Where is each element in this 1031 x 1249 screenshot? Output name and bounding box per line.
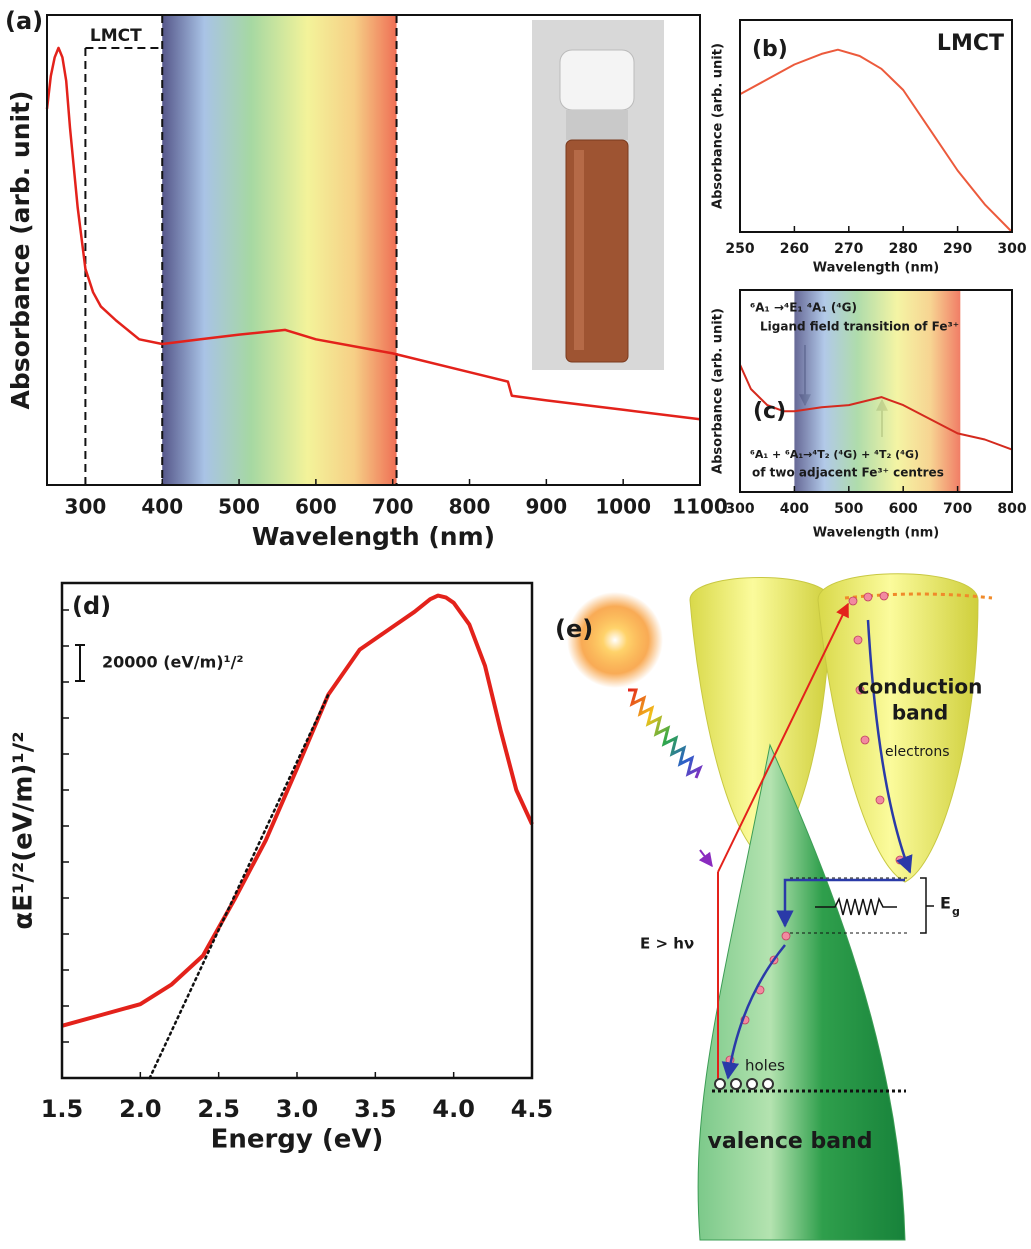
- x-tick-label: 290: [943, 241, 972, 257]
- panel-label: (a): [5, 7, 43, 35]
- gap-label-sub: g: [952, 905, 960, 918]
- x-tick-label: 270: [834, 241, 863, 257]
- x-tick-label: 3.5: [354, 1095, 397, 1123]
- annotation: of two adjacent Fe³⁺ centres: [752, 466, 944, 480]
- y-axis-label: Absorbance (arb. unit): [711, 43, 726, 209]
- band-diagram: (e) conduction band electrons E g E > hν…: [555, 574, 992, 1240]
- scale-bar-label: 20000 (eV/m)¹/²: [102, 653, 243, 672]
- x-tick-label: 500: [218, 495, 260, 519]
- y-axis-label: Absorbance (arb. unit): [711, 308, 726, 474]
- x-tick-label: 300: [65, 495, 107, 519]
- x-tick-label: 3.0: [276, 1095, 319, 1123]
- band-label: conduction: [858, 675, 983, 699]
- x-tick-label: 1100: [672, 495, 728, 519]
- x-tick-label: 600: [889, 501, 918, 517]
- x-axis-label: Energy (eV): [211, 1125, 384, 1155]
- x-tick-label: 280: [889, 241, 918, 257]
- panel-label: (c): [753, 399, 786, 424]
- spectrum-band: [162, 15, 396, 485]
- region-label: LMCT: [90, 26, 142, 46]
- x-tick-label: 4.5: [511, 1095, 554, 1123]
- x-tick-label: 2.5: [197, 1095, 240, 1123]
- gap-label: E: [940, 894, 951, 913]
- inset-photo: [532, 20, 664, 370]
- x-tick-label: 400: [780, 501, 809, 517]
- x-tick-label: 4.0: [432, 1095, 475, 1123]
- panel-label: (e): [555, 615, 593, 643]
- x-tick-label: 1000: [595, 495, 651, 519]
- x-tick-label: 250: [725, 241, 754, 257]
- x-tick-label: 500: [834, 501, 863, 517]
- scale-bar: [75, 645, 85, 681]
- holes-label: holes: [745, 1057, 785, 1075]
- annotation: LMCT: [937, 31, 1004, 56]
- annotation: ⁶A₁ + ⁶A₁→⁴T₂ (⁴G) + ⁴T₂ (⁴G): [750, 448, 919, 461]
- y-axis-label: Absorbance (arb. unit): [6, 91, 35, 410]
- panel-label: (b): [752, 37, 788, 62]
- x-tick-label: 900: [525, 495, 567, 519]
- y-axis-label: αE¹/²(eV/m)¹/²: [9, 731, 39, 929]
- annotation: ⁶A₁ →⁴E₁ ⁴A₁ (⁴G): [750, 301, 857, 315]
- x-axis-label: Wavelength (nm): [813, 526, 939, 541]
- light-wave: [628, 690, 700, 778]
- x-tick-label: 800: [449, 495, 491, 519]
- x-tick-label: 700: [943, 501, 972, 517]
- data-line: [740, 50, 1012, 232]
- x-axis-label: Wavelength (nm): [813, 261, 939, 276]
- band-label: band: [892, 701, 948, 725]
- figure: (e) conduction band electrons E g E > hν…: [0, 0, 1031, 1249]
- electrons-label: electrons: [885, 744, 949, 760]
- x-tick-label: 2.0: [119, 1095, 162, 1123]
- gap-bracket: [920, 878, 934, 933]
- x-tick-label: 300: [725, 501, 754, 517]
- x-tick-label: 300: [997, 241, 1026, 257]
- x-tick-label: 600: [295, 495, 337, 519]
- x-tick-label: 260: [780, 241, 809, 257]
- x-tick-label: 1.5: [41, 1095, 84, 1123]
- energy-label: E > hν: [640, 935, 694, 953]
- arrow: [700, 850, 712, 866]
- x-tick-label: 700: [372, 495, 414, 519]
- x-axis-label: Wavelength (nm): [252, 522, 495, 551]
- annotation: Ligand field transition of Fe³⁺: [760, 320, 959, 334]
- x-tick-label: 400: [141, 495, 183, 519]
- tangent-line: [150, 695, 329, 1078]
- x-tick-label: 800: [997, 501, 1026, 517]
- panel-label: (d): [72, 592, 111, 620]
- band-label: valence band: [708, 1129, 873, 1154]
